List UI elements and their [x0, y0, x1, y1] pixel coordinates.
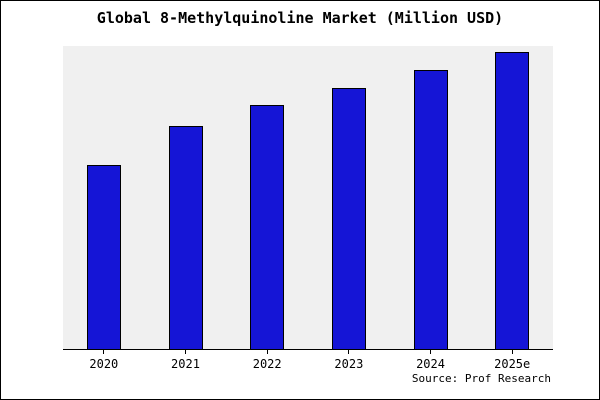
bar-slot-2025e: [471, 46, 553, 349]
x-axis: 2020 2021 2022 2023 2024 2025e: [63, 350, 553, 371]
x-slot-2022: 2022: [226, 350, 308, 371]
x-tick-mark: [103, 350, 105, 354]
bar-slot-2023: [308, 46, 390, 349]
x-tick-label-2020: 2020: [89, 357, 119, 371]
bar-series: [63, 46, 553, 349]
x-slot-2025e: 2025e: [471, 350, 553, 371]
x-tick-mark: [185, 350, 186, 354]
x-tick-mark: [430, 350, 432, 354]
bar-2023: [331, 87, 366, 349]
x-tick-label-2025e: 2025e: [494, 357, 531, 371]
x-slot-2021: 2021: [145, 350, 227, 371]
x-tick-label-2022: 2022: [252, 357, 282, 371]
x-tick-label-2021: 2021: [171, 357, 200, 371]
x-tick-label-2024: 2024: [416, 357, 445, 371]
bar-slot-2021: [145, 46, 227, 349]
x-tick-mark: [511, 350, 513, 354]
x-slot-2023: 2023: [308, 350, 390, 371]
bar-2022: [250, 105, 285, 349]
x-tick-mark: [266, 350, 268, 354]
bar-2020: [86, 164, 121, 349]
chart-title: Global 8-Methylquinoline Market (Million…: [96, 9, 504, 27]
bar-2021: [168, 126, 203, 349]
bar-slot-2022: [226, 46, 308, 349]
x-slot-2024: 2024: [390, 350, 472, 371]
bar-slot-2020: [63, 46, 145, 349]
x-tick-mark: [348, 350, 350, 354]
x-slot-2020: 2020: [63, 350, 145, 371]
x-tick-label-2023: 2023: [334, 357, 364, 371]
bar-slot-2024: [390, 46, 472, 349]
plot-area: [63, 46, 553, 350]
bar-2025e: [495, 51, 530, 349]
bar-2024: [413, 69, 448, 349]
source-text: Source: Prof Research: [411, 372, 551, 385]
